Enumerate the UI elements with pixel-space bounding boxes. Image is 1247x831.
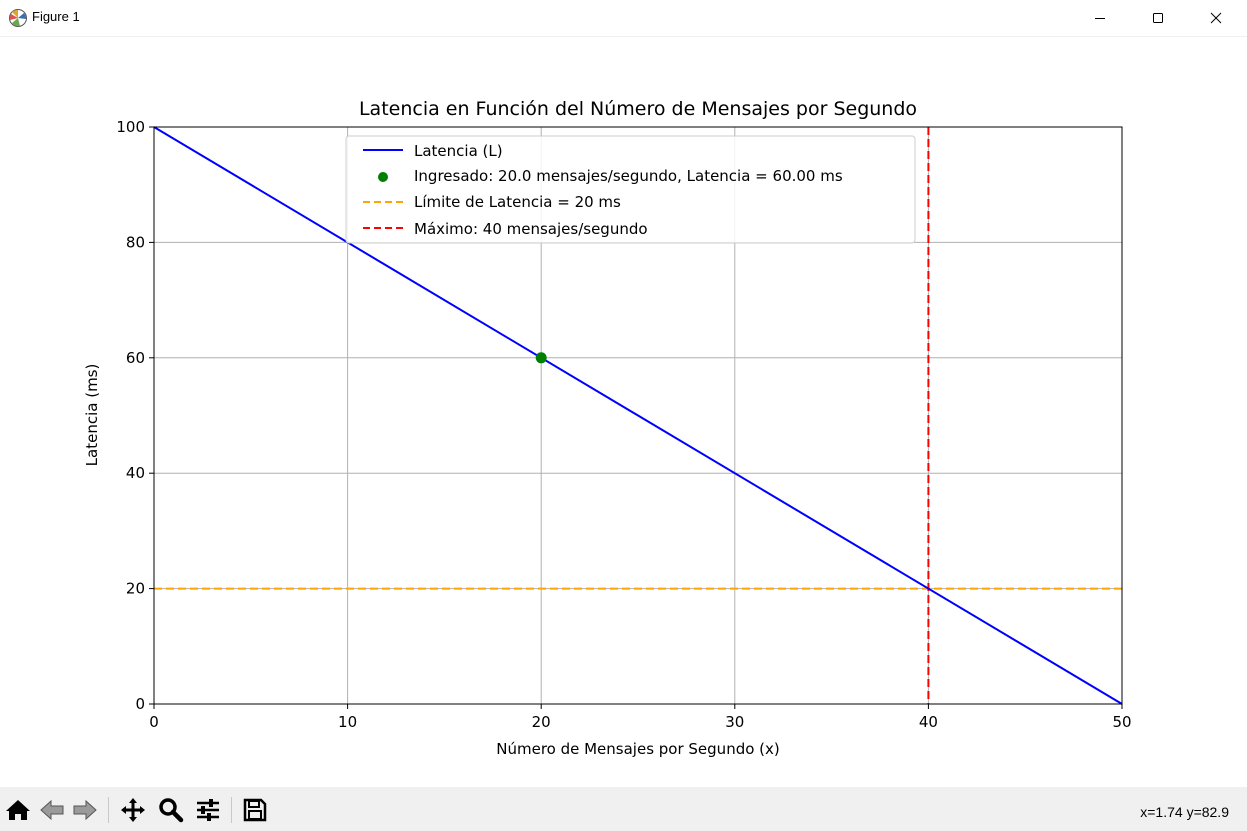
chart-title: Latencia en Función del Número de Mensaj… <box>359 98 917 120</box>
save-icon <box>243 798 267 822</box>
figure-canvas[interactable]: 0 10 20 30 40 50 0 20 40 60 80 100 Latencia en Func… <box>0 37 1247 787</box>
input-data-point <box>535 352 547 364</box>
navigation-toolbar: x=1.74 y=82.9 <box>0 787 1247 831</box>
toolbar-separator <box>108 797 109 823</box>
x-tick-label: 50 <box>1112 713 1131 731</box>
back-icon <box>40 799 64 821</box>
y-tick-label: 40 <box>126 464 145 482</box>
configure-subplots-icon <box>197 799 219 821</box>
legend-label: Límite de Latencia = 20 ms <box>414 193 621 211</box>
y-axis-label: Latencia (ms) <box>83 364 101 467</box>
y-tick-label: 0 <box>135 695 145 713</box>
latency-line <box>153 126 1123 705</box>
forward-icon <box>73 799 97 821</box>
close-button[interactable] <box>1187 0 1245 36</box>
home-icon <box>6 800 30 820</box>
x-tick-label: 30 <box>725 713 744 731</box>
back-button[interactable] <box>37 795 67 825</box>
home-button[interactable] <box>3 795 33 825</box>
matplotlib-logo-icon <box>9 9 27 27</box>
configure-subplots-button[interactable] <box>193 795 223 825</box>
zoom-button[interactable] <box>156 795 186 825</box>
legend-marker-point <box>378 172 388 182</box>
forward-button[interactable] <box>70 795 100 825</box>
legend-label: Latencia (L) <box>414 142 503 160</box>
close-icon <box>1210 12 1222 24</box>
legend-label: Máximo: 40 mensajes/segundo <box>414 220 648 238</box>
minimize-button[interactable] <box>1071 0 1129 36</box>
window-titlebar: Figure 1 <box>0 0 1247 37</box>
plot-data <box>153 126 1123 705</box>
zoom-icon <box>159 798 184 823</box>
pan-button[interactable] <box>118 795 148 825</box>
maximize-button[interactable] <box>1129 0 1187 36</box>
cursor-coordinates: x=1.74 y=82.9 <box>1140 804 1229 820</box>
legend: Latencia (L) Ingresado: 20.0 mensajes/se… <box>345 135 916 244</box>
y-tick-label: 80 <box>126 233 145 251</box>
y-tick-label: 60 <box>126 349 145 367</box>
y-tick-label: 100 <box>116 118 145 136</box>
window-title: Figure 1 <box>32 9 80 24</box>
latency-chart[interactable]: 0 10 20 30 40 50 0 20 40 60 80 100 Latencia en Func… <box>0 37 1247 787</box>
x-axis-label: Número de Mensajes por Segundo (x) <box>496 740 780 758</box>
x-tick-label: 20 <box>532 713 551 731</box>
legend-label: Ingresado: 20.0 mensajes/segundo, Latenc… <box>414 167 843 185</box>
x-tick-label: 10 <box>338 713 357 731</box>
save-button[interactable] <box>240 795 270 825</box>
legend-box <box>345 135 916 244</box>
x-tick-label: 40 <box>919 713 938 731</box>
pan-icon <box>121 798 145 822</box>
maximize-icon <box>1153 13 1163 23</box>
axis-ticks: 0 10 20 30 40 50 0 20 40 60 80 100 <box>116 118 1131 731</box>
y-tick-label: 20 <box>126 580 145 598</box>
toolbar-separator <box>231 797 232 823</box>
minimize-icon <box>1095 18 1105 19</box>
x-tick-label: 0 <box>149 713 159 731</box>
axes-frame <box>153 126 1123 705</box>
